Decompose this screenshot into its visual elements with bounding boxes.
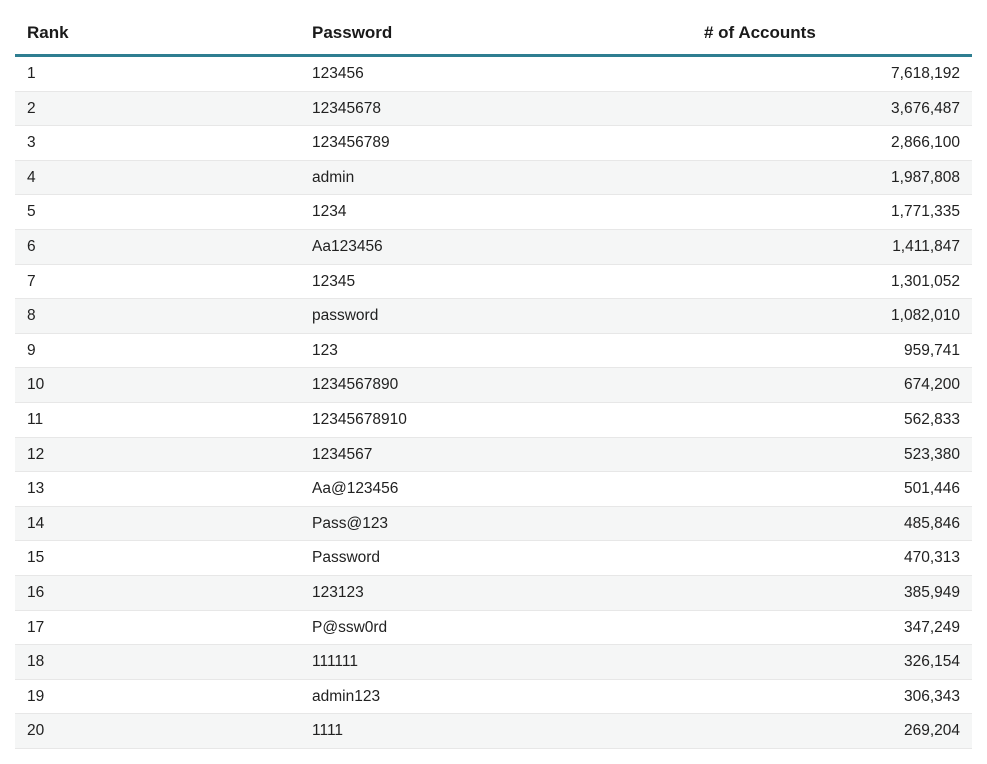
cell-accounts: 562,833 xyxy=(692,402,972,438)
table-row: 9 123 959,741 xyxy=(15,333,972,369)
table-row: 5 1234 1,771,335 xyxy=(15,194,972,230)
column-header-password: Password xyxy=(300,0,692,57)
column-header-accounts: # of Accounts xyxy=(692,0,972,57)
cell-accounts: 326,154 xyxy=(692,644,972,680)
cell-rank: 16 xyxy=(15,575,300,611)
cell-accounts: 959,741 xyxy=(692,333,972,369)
cell-accounts: 7,618,192 xyxy=(692,55,972,92)
cell-rank: 10 xyxy=(15,367,300,403)
cell-rank: 17 xyxy=(15,610,300,646)
cell-accounts: 523,380 xyxy=(692,437,972,473)
cell-accounts: 385,949 xyxy=(692,575,972,611)
cell-rank: 9 xyxy=(15,333,300,369)
table-row: 18 111111 326,154 xyxy=(15,644,972,680)
cell-rank: 14 xyxy=(15,506,300,542)
cell-password: 1234567890 xyxy=(300,367,692,403)
cell-rank: 6 xyxy=(15,229,300,265)
table-row: 3 123456789 2,866,100 xyxy=(15,125,972,161)
cell-password: 12345678910 xyxy=(300,402,692,438)
cell-password: 1234 xyxy=(300,194,692,230)
table-row: 17 P@ssw0rd 347,249 xyxy=(15,610,972,646)
cell-rank: 3 xyxy=(15,125,300,161)
cell-rank: 20 xyxy=(15,713,300,749)
cell-accounts: 269,204 xyxy=(692,713,972,749)
table-row: 12 1234567 523,380 xyxy=(15,437,972,473)
cell-accounts: 347,249 xyxy=(692,610,972,646)
cell-rank: 8 xyxy=(15,298,300,334)
table-row: 20 1111 269,204 xyxy=(15,713,972,749)
cell-password: 123123 xyxy=(300,575,692,611)
cell-rank: 1 xyxy=(15,55,300,92)
cell-password: P@ssw0rd xyxy=(300,610,692,646)
cell-password: Pass@123 xyxy=(300,506,692,542)
cell-rank: 19 xyxy=(15,679,300,715)
table-body: 1 123456 7,618,192 2 12345678 3,676,487 3 12345… xyxy=(15,55,972,749)
cell-rank: 5 xyxy=(15,194,300,230)
cell-password: 123456 xyxy=(300,55,692,92)
table-row: 4 admin 1,987,808 xyxy=(15,160,972,196)
cell-rank: 4 xyxy=(15,160,300,196)
cell-password: admin xyxy=(300,160,692,196)
cell-accounts: 1,987,808 xyxy=(692,160,972,196)
cell-accounts: 306,343 xyxy=(692,679,972,715)
cell-rank: 15 xyxy=(15,540,300,576)
table-row: 8 password 1,082,010 xyxy=(15,298,972,334)
cell-accounts: 674,200 xyxy=(692,367,972,403)
table-row: 13 Aa@123456 501,446 xyxy=(15,471,972,507)
cell-accounts: 485,846 xyxy=(692,506,972,542)
cell-password: 123456789 xyxy=(300,125,692,161)
table-header-row: Rank Password # of Accounts xyxy=(15,0,972,57)
cell-password: admin123 xyxy=(300,679,692,715)
cell-password: 1111 xyxy=(300,713,692,749)
table-row: 19 admin123 306,343 xyxy=(15,679,972,715)
cell-password: Password xyxy=(300,540,692,576)
cell-accounts: 501,446 xyxy=(692,471,972,507)
cell-accounts: 1,411,847 xyxy=(692,229,972,265)
table-row: 14 Pass@123 485,846 xyxy=(15,506,972,542)
table-header: Rank Password # of Accounts xyxy=(15,0,972,57)
cell-accounts: 1,082,010 xyxy=(692,298,972,334)
cell-rank: 13 xyxy=(15,471,300,507)
cell-rank: 11 xyxy=(15,402,300,438)
cell-rank: 12 xyxy=(15,437,300,473)
cell-accounts: 3,676,487 xyxy=(692,91,972,127)
cell-rank: 7 xyxy=(15,264,300,300)
password-table: Rank Password # of Accounts 1 123456 7,618… xyxy=(15,0,972,749)
cell-password: Aa@123456 xyxy=(300,471,692,507)
cell-password: 1234567 xyxy=(300,437,692,473)
cell-rank: 2 xyxy=(15,91,300,127)
table-row: 15 Password 470,313 xyxy=(15,540,972,576)
table-row: 10 1234567890 674,200 xyxy=(15,367,972,403)
table-row: 7 12345 1,301,052 xyxy=(15,264,972,300)
cell-password: Aa123456 xyxy=(300,229,692,265)
column-header-rank: Rank xyxy=(15,0,300,57)
cell-accounts: 470,313 xyxy=(692,540,972,576)
cell-password: 12345 xyxy=(300,264,692,300)
cell-password: 111111 xyxy=(300,644,692,680)
table-row: 6 Aa123456 1,411,847 xyxy=(15,229,972,265)
cell-password: 12345678 xyxy=(300,91,692,127)
table-row: 1 123456 7,618,192 xyxy=(15,55,972,92)
cell-accounts: 2,866,100 xyxy=(692,125,972,161)
table-row: 2 12345678 3,676,487 xyxy=(15,91,972,127)
cell-accounts: 1,301,052 xyxy=(692,264,972,300)
cell-password: password xyxy=(300,298,692,334)
table-row: 16 123123 385,949 xyxy=(15,575,972,611)
cell-accounts: 1,771,335 xyxy=(692,194,972,230)
cell-password: 123 xyxy=(300,333,692,369)
table-row: 11 12345678910 562,833 xyxy=(15,402,972,438)
cell-rank: 18 xyxy=(15,644,300,680)
